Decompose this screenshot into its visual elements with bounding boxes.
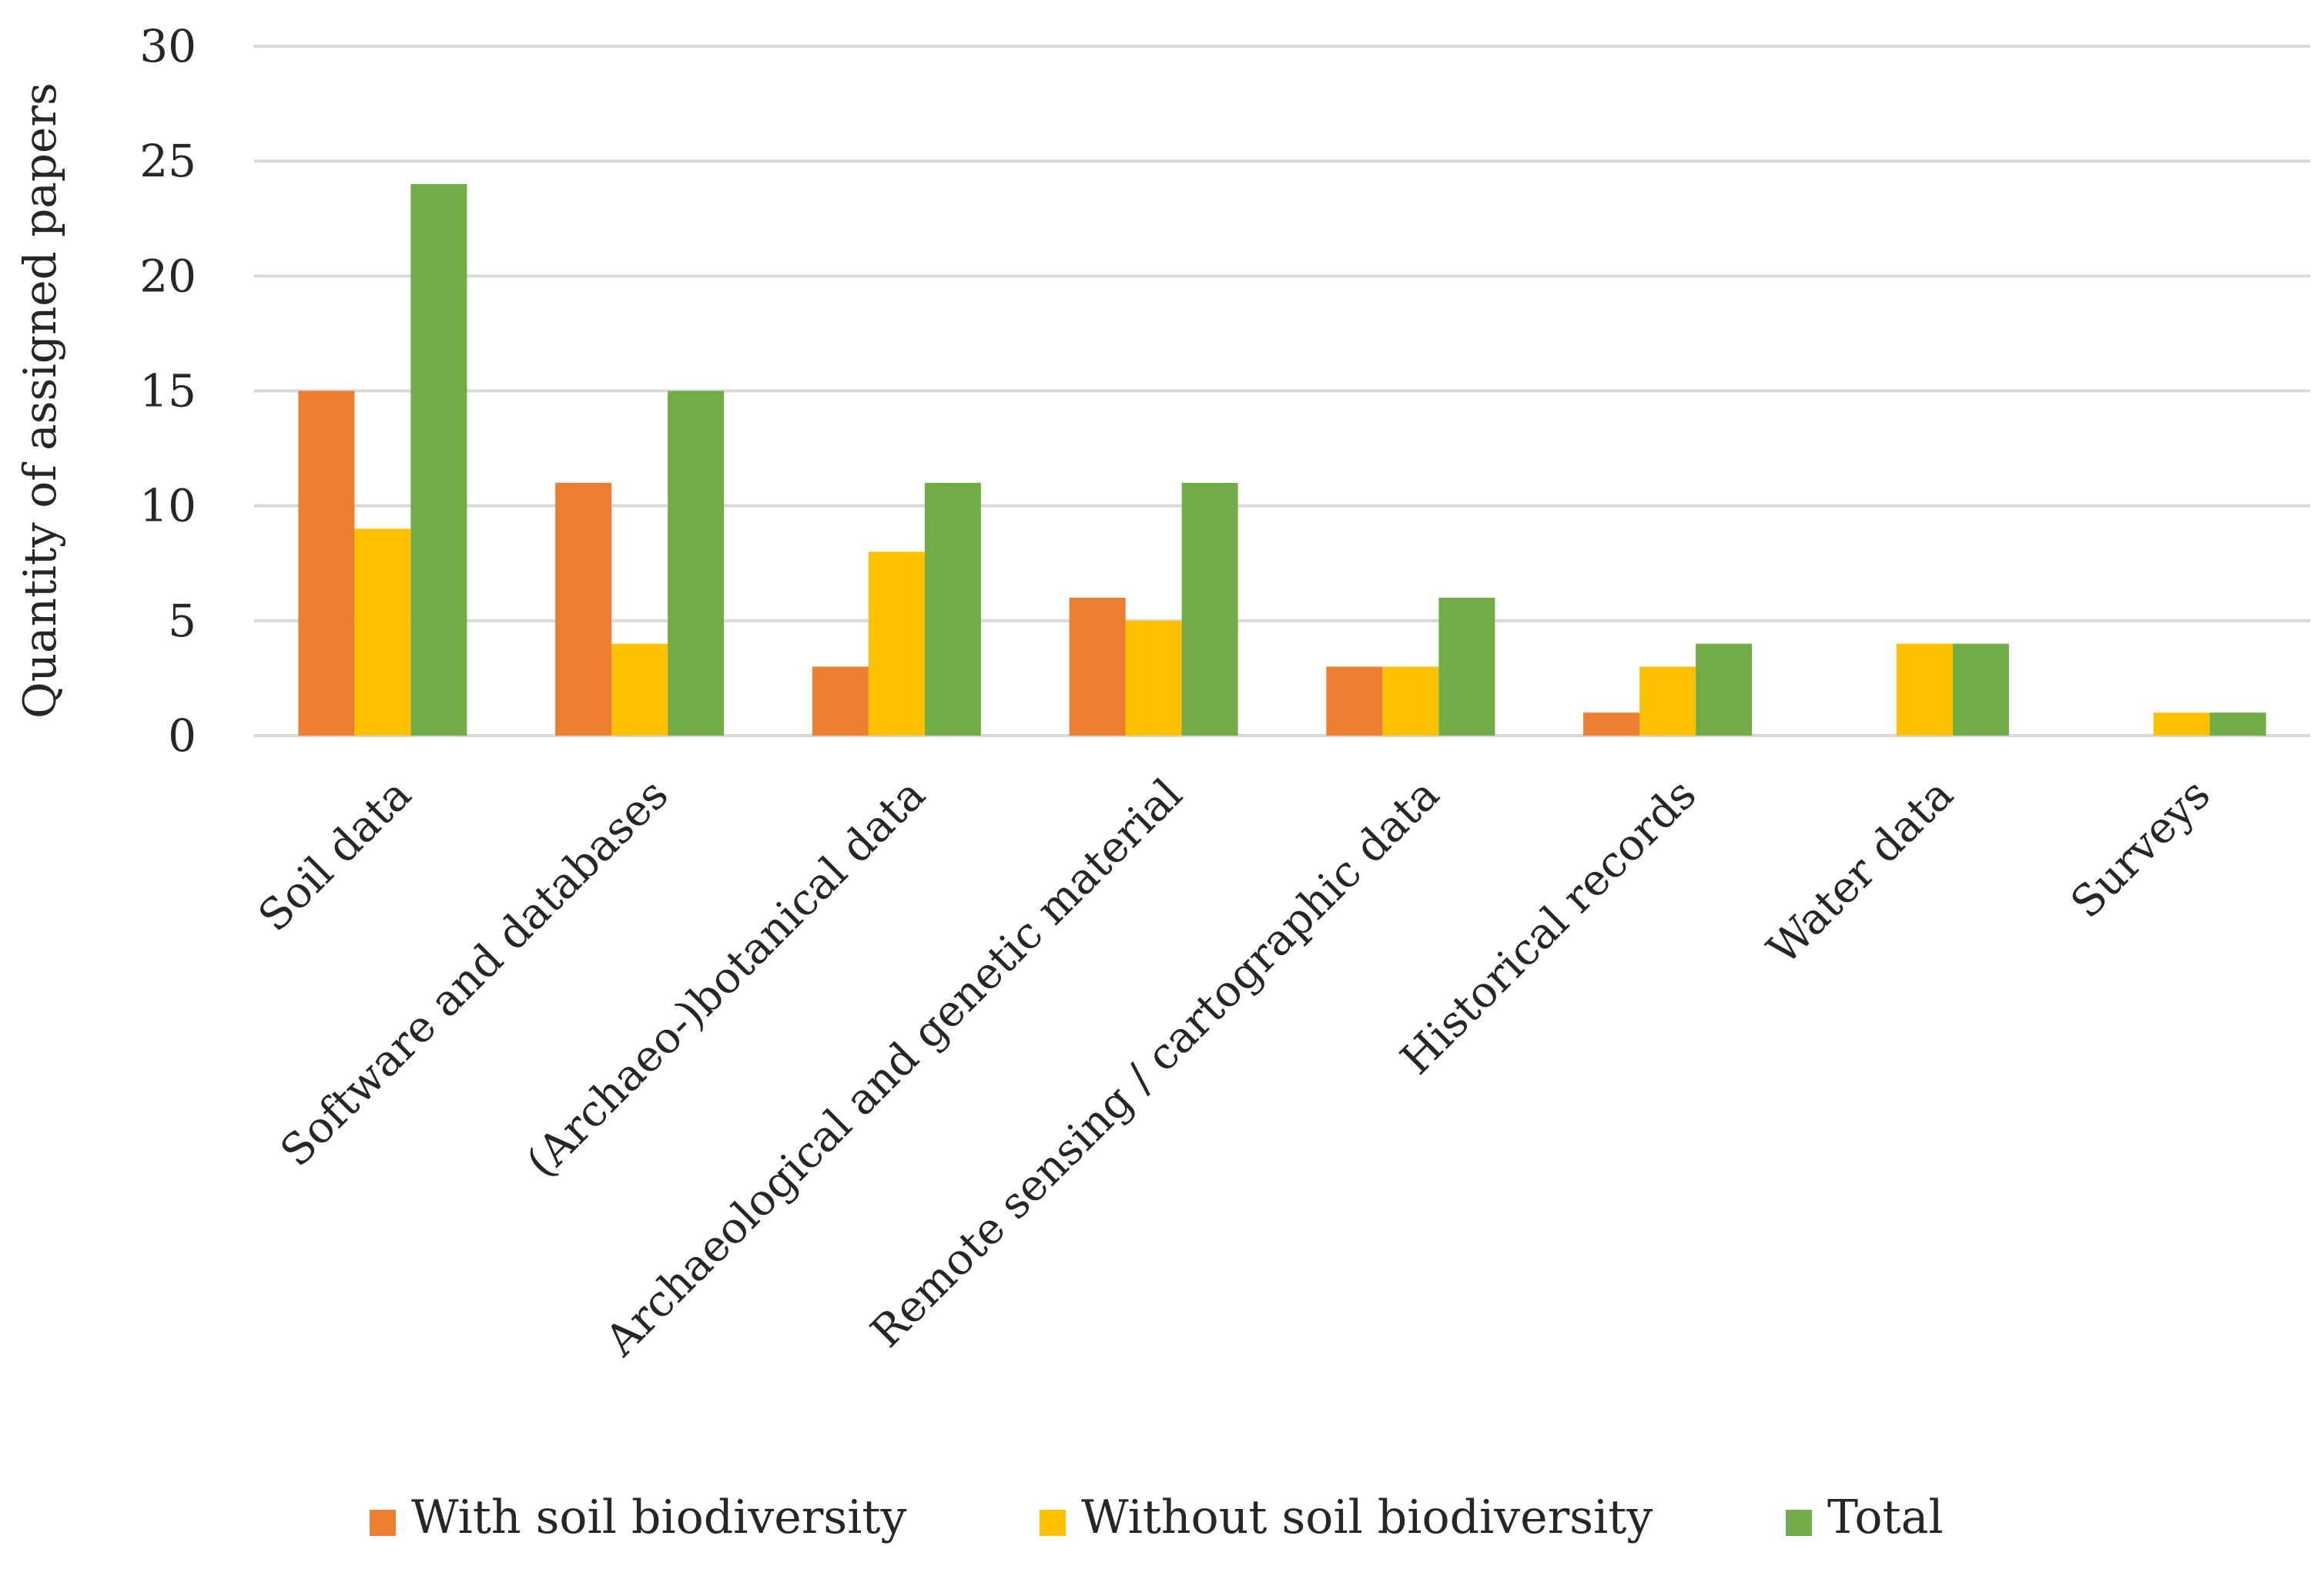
bar-without-soil-biodiversity-0 [354,528,411,736]
y-tick-label: 10 [139,480,196,532]
y-axis-ticks: 0 5 10 15 20 25 30 [139,20,196,762]
legend-label: Total [1827,1490,1944,1544]
bar-total-1 [668,391,725,736]
bar-total-5 [1696,643,1753,736]
y-tick-label: 15 [139,365,196,417]
legend-label: Without soil biodiversity [1081,1490,1653,1544]
bar-total-4 [1438,598,1495,736]
bar-with-soil-biodiversity-1 [555,482,612,736]
bar-total-0 [410,184,467,736]
bar-without-soil-biodiversity-5 [1639,666,1696,736]
bar-without-soil-biodiversity-2 [868,552,925,736]
legend-swatch [1786,1510,1812,1536]
x-category-label: Remote sensing / cartographic data [862,770,1449,1357]
bar-total-3 [1181,482,1238,736]
x-category-label: Water data [1758,770,1963,974]
legend-swatch [1040,1510,1066,1536]
y-tick-label: 0 [168,709,196,762]
y-tick-label: 20 [139,250,196,302]
legend-label: With soil biodiversity [411,1490,906,1544]
bar-without-soil-biodiversity-4 [1382,666,1439,736]
bar-with-soil-biodiversity-4 [1326,666,1383,736]
x-category-label: Surveys [2061,770,2220,928]
bars [298,184,2266,736]
x-category-label: Historical records [1391,770,1706,1085]
y-tick-label: 25 [139,135,196,187]
y-tick-label: 5 [168,595,196,647]
bar-without-soil-biodiversity-7 [2153,713,2210,736]
bar-total-2 [924,482,981,736]
x-category-label: Soil data [249,770,420,941]
y-axis-title: Quantity of assigned papers [14,82,66,719]
bar-with-soil-biodiversity-2 [812,666,869,736]
bar-without-soil-biodiversity-3 [1125,620,1182,736]
x-category-label: Archaeological and genetic material [595,770,1192,1366]
bar-with-soil-biodiversity-0 [298,391,355,736]
legend-swatch [370,1510,396,1536]
bar-total-7 [2209,713,2266,736]
bar-with-soil-biodiversity-3 [1069,598,1126,736]
bar-without-soil-biodiversity-1 [611,643,668,736]
legend: With soil biodiversity Without soil biodi… [370,1490,1944,1544]
y-tick-label: 30 [139,20,196,72]
bar-total-6 [1952,643,2009,736]
bar-without-soil-biodiversity-6 [1896,643,1953,736]
bar-with-soil-biodiversity-5 [1583,713,1640,736]
